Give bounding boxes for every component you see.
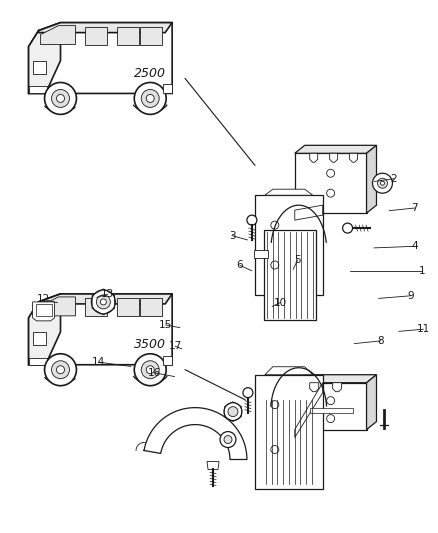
Circle shape bbox=[327, 397, 335, 405]
Polygon shape bbox=[207, 462, 219, 470]
Polygon shape bbox=[32, 332, 46, 345]
Text: 4: 4 bbox=[411, 241, 418, 251]
Polygon shape bbox=[39, 22, 172, 33]
Polygon shape bbox=[41, 26, 75, 45]
Circle shape bbox=[141, 90, 159, 108]
Polygon shape bbox=[144, 408, 247, 459]
Circle shape bbox=[134, 354, 166, 386]
Text: 7: 7 bbox=[411, 203, 418, 213]
Circle shape bbox=[247, 215, 257, 225]
Circle shape bbox=[271, 401, 279, 409]
Circle shape bbox=[146, 94, 154, 102]
Circle shape bbox=[92, 290, 115, 314]
Polygon shape bbox=[295, 383, 367, 430]
Polygon shape bbox=[310, 408, 353, 413]
Polygon shape bbox=[28, 22, 172, 93]
Polygon shape bbox=[295, 205, 323, 220]
Polygon shape bbox=[28, 358, 46, 365]
Circle shape bbox=[57, 94, 64, 102]
Polygon shape bbox=[350, 154, 357, 162]
Circle shape bbox=[96, 295, 110, 309]
Polygon shape bbox=[310, 154, 318, 162]
Text: 6: 6 bbox=[237, 261, 243, 270]
Text: 9: 9 bbox=[408, 290, 414, 301]
Polygon shape bbox=[367, 375, 377, 430]
Polygon shape bbox=[295, 146, 377, 154]
Text: 5: 5 bbox=[294, 255, 301, 265]
Circle shape bbox=[378, 178, 388, 188]
Text: 13: 13 bbox=[101, 289, 114, 299]
Polygon shape bbox=[85, 298, 107, 316]
Polygon shape bbox=[41, 297, 75, 316]
Text: 2: 2 bbox=[390, 174, 397, 184]
Polygon shape bbox=[163, 356, 172, 365]
Circle shape bbox=[327, 189, 335, 197]
Text: 1: 1 bbox=[419, 266, 425, 276]
Text: 3500: 3500 bbox=[134, 338, 166, 351]
Circle shape bbox=[271, 221, 279, 229]
Polygon shape bbox=[163, 84, 172, 93]
Circle shape bbox=[224, 402, 242, 421]
Polygon shape bbox=[255, 195, 323, 295]
Circle shape bbox=[45, 354, 77, 386]
Circle shape bbox=[327, 169, 335, 177]
Polygon shape bbox=[332, 383, 342, 392]
Polygon shape bbox=[295, 383, 323, 438]
Circle shape bbox=[134, 83, 166, 115]
Text: 14: 14 bbox=[92, 357, 106, 367]
Circle shape bbox=[220, 432, 236, 448]
Polygon shape bbox=[39, 294, 172, 304]
Circle shape bbox=[45, 83, 77, 115]
Circle shape bbox=[243, 387, 253, 398]
Polygon shape bbox=[28, 22, 60, 93]
Circle shape bbox=[57, 366, 64, 374]
Circle shape bbox=[327, 415, 335, 423]
Polygon shape bbox=[265, 367, 313, 375]
Circle shape bbox=[141, 361, 159, 379]
Polygon shape bbox=[140, 298, 162, 316]
Polygon shape bbox=[330, 154, 338, 162]
Polygon shape bbox=[295, 154, 367, 213]
Polygon shape bbox=[367, 146, 377, 213]
Circle shape bbox=[271, 446, 279, 454]
Text: 3: 3 bbox=[229, 231, 235, 241]
Circle shape bbox=[146, 366, 154, 374]
Polygon shape bbox=[32, 61, 46, 74]
Circle shape bbox=[271, 261, 279, 269]
Polygon shape bbox=[85, 27, 107, 45]
Polygon shape bbox=[255, 375, 323, 489]
Polygon shape bbox=[28, 294, 60, 365]
Circle shape bbox=[52, 361, 70, 379]
Text: 16: 16 bbox=[148, 368, 161, 378]
Circle shape bbox=[343, 223, 353, 233]
Polygon shape bbox=[295, 375, 377, 383]
Polygon shape bbox=[28, 294, 172, 365]
Polygon shape bbox=[310, 383, 319, 392]
Text: 17: 17 bbox=[169, 341, 182, 351]
Circle shape bbox=[100, 299, 106, 305]
Polygon shape bbox=[254, 250, 268, 258]
Circle shape bbox=[228, 407, 238, 417]
Text: 11: 11 bbox=[417, 324, 430, 334]
Polygon shape bbox=[117, 298, 139, 316]
Circle shape bbox=[224, 435, 232, 443]
Text: 12: 12 bbox=[37, 294, 50, 304]
Polygon shape bbox=[140, 27, 162, 45]
Circle shape bbox=[372, 173, 392, 193]
Text: 10: 10 bbox=[274, 297, 287, 308]
Polygon shape bbox=[28, 86, 46, 93]
Text: 8: 8 bbox=[377, 336, 384, 346]
Text: 2500: 2500 bbox=[134, 67, 166, 80]
Circle shape bbox=[52, 90, 70, 108]
Polygon shape bbox=[264, 230, 316, 320]
Polygon shape bbox=[265, 189, 313, 195]
Circle shape bbox=[381, 181, 385, 185]
Text: 15: 15 bbox=[159, 320, 173, 330]
Polygon shape bbox=[32, 302, 54, 321]
Polygon shape bbox=[117, 27, 139, 45]
